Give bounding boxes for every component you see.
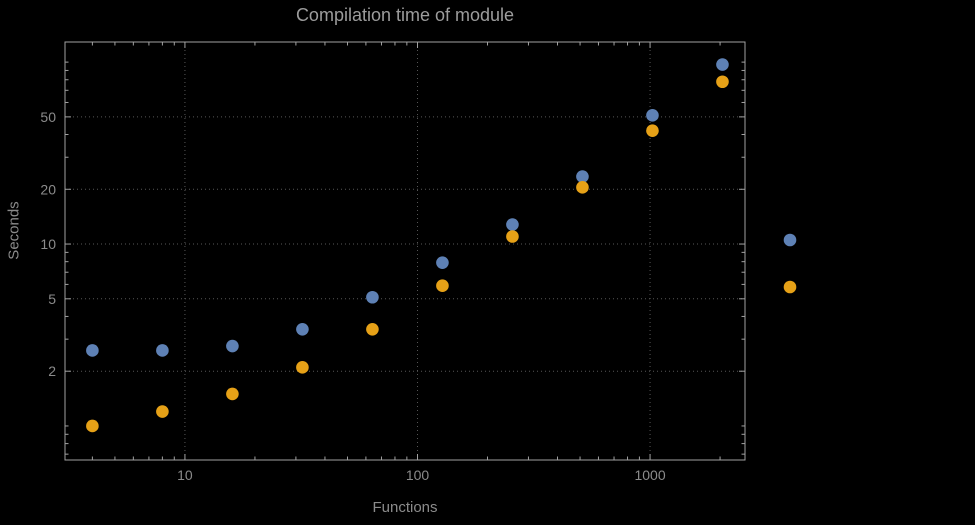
plot-frame: [64, 41, 746, 461]
blue-points: [86, 58, 729, 357]
x-tick-label: 10: [177, 467, 193, 483]
legend-marker-blue: [783, 233, 797, 247]
data-point: [156, 344, 169, 357]
data-point: [296, 361, 309, 374]
y-tick-label: 2: [48, 363, 56, 379]
data-point: [86, 344, 99, 357]
x-tick-label: 1000: [634, 467, 665, 483]
data-point: [576, 170, 589, 183]
legend: [783, 233, 797, 294]
y-tick-label: 5: [48, 291, 56, 307]
gridlines: [65, 42, 745, 460]
chart-title: Compilation time of module: [295, 5, 515, 25]
y-tick-label: 50: [40, 109, 56, 125]
data-point: [436, 256, 449, 269]
data-point: [156, 405, 169, 418]
y-tick-label: 10: [40, 236, 56, 252]
axis-ticks: [65, 42, 745, 460]
legend-marker-orange: [783, 280, 797, 294]
tick-labels: 10 100 1000 2 5 10 20 50: [40, 109, 665, 483]
y-tick-label: 20: [40, 181, 56, 197]
orange-points: [86, 75, 729, 433]
data-point: [226, 339, 239, 353]
data-point: [506, 218, 519, 231]
data-point: [366, 322, 379, 336]
data-point: [576, 181, 589, 194]
data-point: [296, 322, 309, 336]
x-axis-label: Functions: [372, 499, 438, 516]
data-point: [436, 279, 449, 293]
data-point: [506, 230, 519, 243]
data-point: [86, 419, 99, 433]
data-point: [716, 58, 729, 71]
data-point: [646, 109, 659, 122]
x-tick-label: 100: [406, 467, 430, 483]
data-point: [366, 290, 379, 304]
data-point: [226, 387, 239, 401]
data-point: [646, 124, 659, 137]
data-point: [716, 75, 729, 89]
